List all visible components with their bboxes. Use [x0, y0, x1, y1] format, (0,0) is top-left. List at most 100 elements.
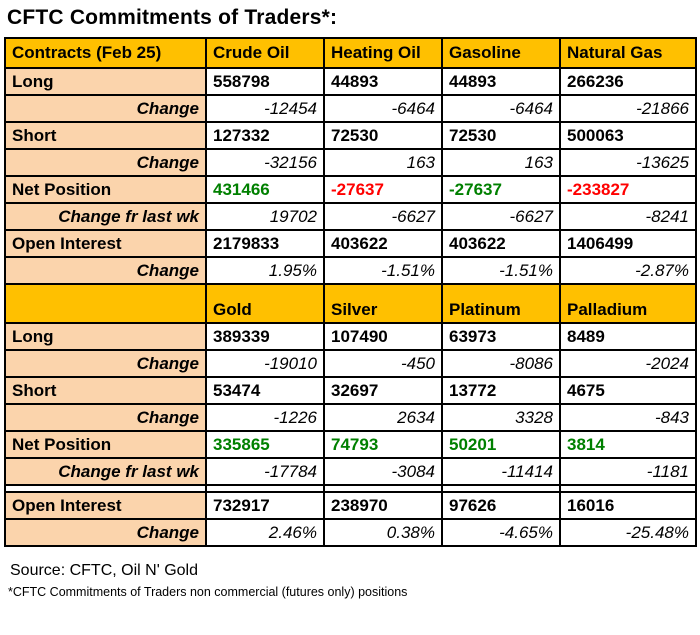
cell-value: -17784: [205, 457, 325, 486]
cell-value: 403622: [441, 229, 561, 258]
column-header-contracts: Contracts (Feb 25): [4, 37, 207, 69]
cell-value: 13772: [441, 376, 561, 405]
cell-value: -6464: [441, 94, 561, 123]
table-row-change-fr-last-wk: Change fr last wk 19702 -6627 -6627 -824…: [4, 202, 697, 231]
column-header-platinum: Platinum: [441, 283, 561, 324]
cell-value: 500063: [559, 121, 697, 150]
page-title: CFTC Commitments of Traders*:: [7, 6, 338, 29]
table-row-net-position: Net Position 431466 -27637 -27637 -23382…: [4, 175, 697, 204]
cell-value: -12454: [205, 94, 325, 123]
row-label: Open Interest: [4, 491, 207, 520]
cell-value: 16016: [559, 491, 697, 520]
cell-value: 74793: [323, 430, 443, 459]
cell-value: 2179833: [205, 229, 325, 258]
cell-value: 53474: [205, 376, 325, 405]
cell-value: -233827: [559, 175, 697, 204]
cell-value: 32697: [323, 376, 443, 405]
row-label: Change: [4, 518, 207, 547]
cell-value: 107490: [323, 322, 443, 351]
cell-value: -13625: [559, 148, 697, 177]
cell-value: -6627: [441, 202, 561, 231]
cell-value: 63973: [441, 322, 561, 351]
cell-value: -21866: [559, 94, 697, 123]
cell-value: 335865: [205, 430, 325, 459]
cell-value: -1.51%: [323, 256, 443, 285]
row-label: Short: [4, 376, 207, 405]
table-row-change: Change -19010 -450 -8086 -2024: [4, 349, 697, 378]
table-row-open-interest: Open Interest 732917 238970 97626 16016: [4, 491, 697, 520]
cell-value: 3814: [559, 430, 697, 459]
column-header-gasoline: Gasoline: [441, 37, 561, 69]
cell-value: 403622: [323, 229, 443, 258]
table-row-change: Change -1226 2634 3328 -843: [4, 403, 697, 432]
row-label: Short: [4, 121, 207, 150]
cell-value: -25.48%: [559, 518, 697, 547]
cell-value: 72530: [441, 121, 561, 150]
table-row-net-position: Net Position 335865 74793 50201 3814: [4, 430, 697, 459]
cell-value: 1406499: [559, 229, 697, 258]
cell-value: 732917: [205, 491, 325, 520]
table-row-change: Change -32156 163 163 -13625: [4, 148, 697, 177]
row-label: Change: [4, 349, 207, 378]
row-label: Change: [4, 403, 207, 432]
column-header-silver: Silver: [323, 283, 443, 324]
row-label: Net Position: [4, 175, 207, 204]
source-text: Source: CFTC, Oil N' Gold: [10, 562, 198, 579]
table-row-change-fr-last-wk: Change fr last wk -17784 -3084 -11414 -1…: [4, 457, 697, 486]
cell-value: 8489: [559, 322, 697, 351]
cell-value: 0.38%: [323, 518, 443, 547]
cell-value: -3084: [323, 457, 443, 486]
header-row-metals: Gold Silver Platinum Palladium: [4, 283, 697, 324]
row-label: Net Position: [4, 430, 207, 459]
cell-value: -1226: [205, 403, 325, 432]
column-header-gold: Gold: [205, 283, 325, 324]
row-label: Change: [4, 94, 207, 123]
column-header-palladium: Palladium: [559, 283, 697, 324]
cell-value: -2024: [559, 349, 697, 378]
cell-value: 19702: [205, 202, 325, 231]
cell-value: 127332: [205, 121, 325, 150]
cell-value: 558798: [205, 67, 325, 96]
cell-value: -11414: [441, 457, 561, 486]
cell-value: -450: [323, 349, 443, 378]
cell-value: 1.95%: [205, 256, 325, 285]
cell-value: -27637: [323, 175, 443, 204]
row-label: Change: [4, 148, 207, 177]
cell-value: 72530: [323, 121, 443, 150]
cell-value: 163: [441, 148, 561, 177]
cell-value: 389339: [205, 322, 325, 351]
column-header-blank: [4, 283, 207, 324]
cot-table: Contracts (Feb 25) Crude Oil Heating Oil…: [4, 37, 697, 547]
cell-value: 163: [323, 148, 443, 177]
row-label: Open Interest: [4, 229, 207, 258]
cell-value: -8086: [441, 349, 561, 378]
cell-value: -6627: [323, 202, 443, 231]
table-row-short: Short 53474 32697 13772 4675: [4, 376, 697, 405]
cell-value: 44893: [441, 67, 561, 96]
row-label: Change fr last wk: [4, 202, 207, 231]
cell-value: -1181: [559, 457, 697, 486]
cell-value: -4.65%: [441, 518, 561, 547]
table-row-change: Change 2.46% 0.38% -4.65% -25.48%: [4, 518, 697, 547]
row-label: Change: [4, 256, 207, 285]
footnote-text: *CFTC Commitments of Traders non commerc…: [8, 585, 408, 599]
cell-value: -19010: [205, 349, 325, 378]
column-header-natural-gas: Natural Gas: [559, 37, 697, 69]
cell-value: 2634: [323, 403, 443, 432]
cell-value: -1.51%: [441, 256, 561, 285]
cell-value: 3328: [441, 403, 561, 432]
cell-value: -2.87%: [559, 256, 697, 285]
column-header-crude-oil: Crude Oil: [205, 37, 325, 69]
cell-value: -27637: [441, 175, 561, 204]
cell-value: 97626: [441, 491, 561, 520]
header-row-energy: Contracts (Feb 25) Crude Oil Heating Oil…: [4, 37, 697, 69]
cell-value: 44893: [323, 67, 443, 96]
cell-value: -8241: [559, 202, 697, 231]
cell-value: 238970: [323, 491, 443, 520]
spacer-row: [4, 484, 697, 493]
table-row-long: Long 558798 44893 44893 266236: [4, 67, 697, 96]
cell-value: -32156: [205, 148, 325, 177]
column-header-heating-oil: Heating Oil: [323, 37, 443, 69]
table-row-change: Change -12454 -6464 -6464 -21866: [4, 94, 697, 123]
cell-value: 431466: [205, 175, 325, 204]
